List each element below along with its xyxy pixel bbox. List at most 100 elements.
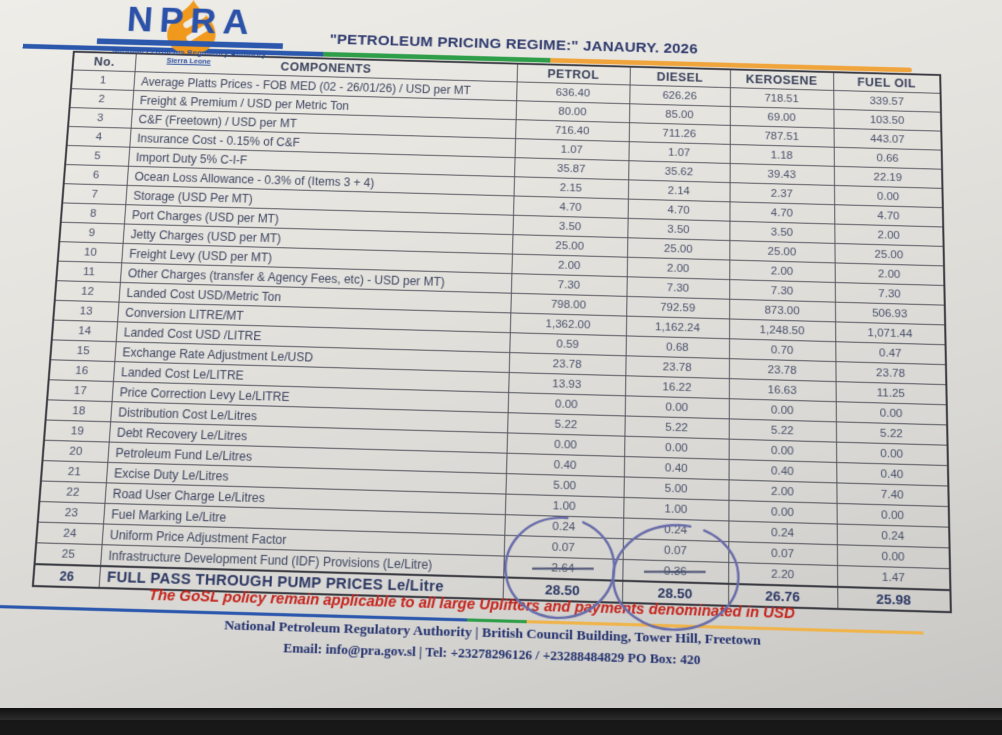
row-number-cell: 3 bbox=[68, 107, 132, 129]
value-text: 2.15 bbox=[559, 181, 583, 194]
value-text: 4.70 bbox=[877, 209, 900, 222]
row-number-cell: 2 bbox=[69, 88, 134, 110]
paper-document: NPRA National Petroleum Regulatory Autho… bbox=[0, 0, 1002, 708]
value-text: 0.07 bbox=[663, 543, 688, 558]
value-text: 0.00 bbox=[554, 397, 578, 411]
row-number-cell: 18 bbox=[45, 399, 112, 422]
row-number-cell: 22 bbox=[39, 480, 106, 504]
value-text: 0.40 bbox=[880, 467, 904, 481]
value-text: 7.40 bbox=[880, 488, 904, 502]
value-text: 0.07 bbox=[771, 546, 795, 561]
value-text: 25.00 bbox=[555, 239, 585, 253]
row-number-cell: 5 bbox=[65, 145, 130, 167]
value-text: 5.00 bbox=[664, 482, 688, 496]
value-text: 7.30 bbox=[878, 287, 901, 301]
value-text: 35.62 bbox=[664, 165, 694, 178]
row-number-cell: 10 bbox=[57, 241, 123, 263]
row-number-cell: 12 bbox=[54, 280, 120, 303]
value-text: 16.63 bbox=[767, 383, 797, 397]
row-number-cell: 21 bbox=[40, 460, 108, 483]
value-text: 28.50 bbox=[544, 581, 581, 599]
value-text: 0.40 bbox=[553, 458, 577, 472]
value-cell: 0.36 bbox=[622, 559, 729, 584]
pricing-table: No. COMPONENTS PETROL DIESEL KEROSENE FU… bbox=[31, 50, 952, 614]
value-cell: 5.00 bbox=[623, 476, 729, 501]
value-text: 5.22 bbox=[879, 427, 903, 440]
logo-acronym: NPRA bbox=[125, 0, 257, 42]
value-text: 0.24 bbox=[664, 523, 688, 537]
value-text: 711.26 bbox=[662, 127, 697, 140]
value-text: 2.37 bbox=[770, 187, 793, 200]
value-text: 798.00 bbox=[550, 298, 587, 312]
value-text: 28.50 bbox=[657, 584, 693, 602]
value-text: 0.07 bbox=[551, 540, 575, 554]
value-text: 506.93 bbox=[872, 307, 908, 320]
value-text: 2.00 bbox=[877, 229, 900, 242]
value-text: 1.18 bbox=[770, 149, 793, 162]
value-text: 0.00 bbox=[665, 400, 689, 414]
row-number-cell: 7 bbox=[62, 183, 127, 205]
value-text: 0.40 bbox=[664, 461, 688, 475]
row-number-cell: 17 bbox=[47, 379, 113, 402]
value-text: 2.00 bbox=[666, 262, 690, 275]
value-text: 1.07 bbox=[668, 146, 691, 159]
value-text: 69.00 bbox=[767, 111, 796, 124]
value-text: 1.47 bbox=[881, 570, 905, 585]
value-text: 0.66 bbox=[876, 152, 899, 165]
value-text: 103.50 bbox=[869, 114, 905, 127]
value-text: 2.14 bbox=[667, 184, 690, 197]
value-text: 0.00 bbox=[876, 190, 900, 203]
value-text: 5.22 bbox=[554, 418, 578, 431]
value-text: 2.00 bbox=[770, 265, 794, 278]
row-number-cell: 15 bbox=[50, 339, 116, 362]
row-number-cell: 14 bbox=[51, 320, 118, 342]
value-text: 0.24 bbox=[552, 520, 576, 534]
value-text: 0.59 bbox=[556, 337, 579, 351]
row-number-cell: 16 bbox=[48, 359, 115, 382]
value-text: 23.78 bbox=[552, 357, 582, 371]
value-text: 4.70 bbox=[559, 201, 582, 214]
row-number-cell: 9 bbox=[59, 222, 124, 244]
row-number-cell: 8 bbox=[60, 202, 126, 224]
value-text: 636.40 bbox=[555, 86, 591, 99]
value-text: 1,071.44 bbox=[867, 326, 913, 340]
value-text: 0.47 bbox=[878, 346, 902, 360]
value-text: 5.22 bbox=[665, 421, 689, 434]
value-text: 718.51 bbox=[764, 92, 799, 105]
value-text: 339.57 bbox=[869, 95, 905, 108]
value-text: 39.43 bbox=[767, 168, 796, 181]
value-cell: 1.00 bbox=[623, 497, 729, 521]
row-number-cell: 6 bbox=[63, 164, 128, 186]
npra-logo: NPRA National Petroleum Regulatory Autho… bbox=[90, 0, 291, 68]
pricing-table-body: 1 Average Platts Prices - FOB MED (02 - … bbox=[32, 69, 951, 613]
value-text: 35.87 bbox=[557, 162, 586, 175]
value-text: 716.40 bbox=[554, 124, 590, 137]
value-text: 0.00 bbox=[879, 406, 903, 420]
value-text: 0.00 bbox=[554, 438, 577, 452]
value-text: 0.00 bbox=[771, 444, 794, 458]
value-text: 16.22 bbox=[662, 380, 692, 394]
row-number-cell: 13 bbox=[53, 300, 119, 322]
row-number-cell: 19 bbox=[44, 419, 111, 443]
value-text: 23.78 bbox=[876, 366, 906, 380]
row-number-cell: 4 bbox=[66, 126, 131, 148]
row-number-cell: 23 bbox=[37, 501, 105, 524]
value-cell: 0.07 bbox=[622, 538, 729, 563]
value-text: 0.24 bbox=[771, 526, 795, 540]
value-text: 25.00 bbox=[767, 245, 797, 258]
value-text: 7.30 bbox=[666, 281, 690, 295]
value-text: 1.00 bbox=[664, 502, 688, 516]
value-text: 2.20 bbox=[771, 567, 795, 581]
value-text: 0.00 bbox=[881, 550, 905, 564]
value-text: 11.25 bbox=[876, 386, 906, 400]
value-text: 0.36 bbox=[662, 565, 689, 578]
value-text: 23.78 bbox=[767, 363, 797, 377]
value-text: 2.00 bbox=[877, 268, 901, 281]
value-text: 3.50 bbox=[558, 220, 582, 233]
value-text: 4.70 bbox=[667, 203, 690, 217]
value-text: 792.59 bbox=[660, 301, 696, 315]
value-text: 5.00 bbox=[553, 479, 577, 492]
value-text: 5.22 bbox=[770, 424, 794, 437]
value-text: 80.00 bbox=[558, 105, 587, 118]
